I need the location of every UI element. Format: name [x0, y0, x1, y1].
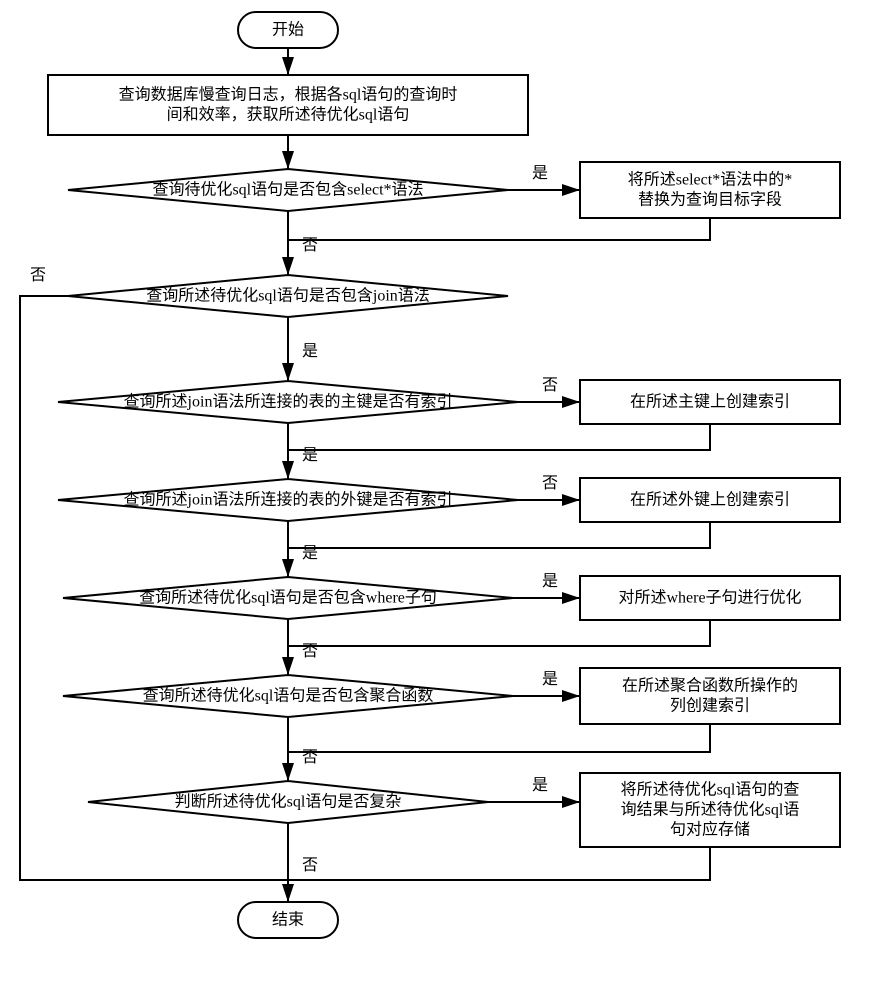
svg-text:判断所述待优化sql语句是否复杂: 判断所述待优化sql语句是否复杂 — [175, 793, 402, 811]
svg-text:在所述聚合函数所操作的: 在所述聚合函数所操作的 — [622, 677, 798, 695]
svg-text:间和效率，获取所述待优化sql语句: 间和效率，获取所述待优化sql语句 — [167, 106, 410, 124]
svg-text:否: 否 — [542, 475, 558, 492]
svg-text:开始: 开始 — [272, 21, 304, 39]
svg-text:查询所述join语法所连接的表的主键是否有索引: 查询所述join语法所连接的表的主键是否有索引 — [124, 393, 453, 411]
svg-text:是: 是 — [542, 671, 558, 688]
svg-text:是: 是 — [302, 343, 318, 360]
svg-text:查询数据库慢查询日志，根据各sql语句的查询时: 查询数据库慢查询日志，根据各sql语句的查询时 — [119, 86, 458, 104]
svg-text:否: 否 — [302, 643, 318, 660]
svg-text:是: 是 — [302, 447, 318, 464]
svg-text:询结果与所述待优化sql语: 询结果与所述待优化sql语 — [621, 801, 800, 819]
svg-text:否: 否 — [302, 749, 318, 766]
svg-text:是: 是 — [532, 777, 548, 794]
svg-text:句对应存储: 句对应存储 — [670, 820, 750, 839]
svg-text:查询所述待优化sql语句是否包含聚合函数: 查询所述待优化sql语句是否包含聚合函数 — [143, 687, 434, 705]
svg-text:查询所述待优化sql语句是否包含join语法: 查询所述待优化sql语句是否包含join语法 — [146, 287, 430, 305]
svg-text:将所述待优化sql语句的查: 将所述待优化sql语句的查 — [621, 781, 800, 799]
svg-text:在所述外键上创建索引: 在所述外键上创建索引 — [630, 491, 790, 509]
svg-text:替换为查询目标字段: 替换为查询目标字段 — [638, 191, 782, 209]
svg-text:是: 是 — [532, 165, 548, 182]
svg-text:查询待优化sql语句是否包含select*语法: 查询待优化sql语句是否包含select*语法 — [152, 181, 423, 199]
svg-text:否: 否 — [30, 267, 46, 284]
svg-text:否: 否 — [302, 237, 318, 254]
svg-text:否: 否 — [542, 377, 558, 394]
svg-text:查询所述join语法所连接的表的外键是否有索引: 查询所述join语法所连接的表的外键是否有索引 — [124, 491, 453, 509]
svg-text:在所述主键上创建索引: 在所述主键上创建索引 — [630, 393, 790, 411]
svg-text:否: 否 — [302, 857, 318, 874]
svg-text:结束: 结束 — [272, 911, 304, 929]
svg-text:查询所述待优化sql语句是否包含where子句: 查询所述待优化sql语句是否包含where子句 — [139, 589, 437, 607]
flowchart-canvas: 开始查询数据库慢查询日志，根据各sql语句的查询时间和效率，获取所述待优化sql… — [0, 0, 873, 1000]
svg-text:是: 是 — [542, 573, 558, 590]
svg-text:对所述where子句进行优化: 对所述where子句进行优化 — [618, 589, 801, 607]
svg-text:将所述select*语法中的*: 将所述select*语法中的* — [628, 171, 792, 189]
svg-text:列创建索引: 列创建索引 — [670, 697, 750, 715]
svg-text:是: 是 — [302, 545, 318, 562]
